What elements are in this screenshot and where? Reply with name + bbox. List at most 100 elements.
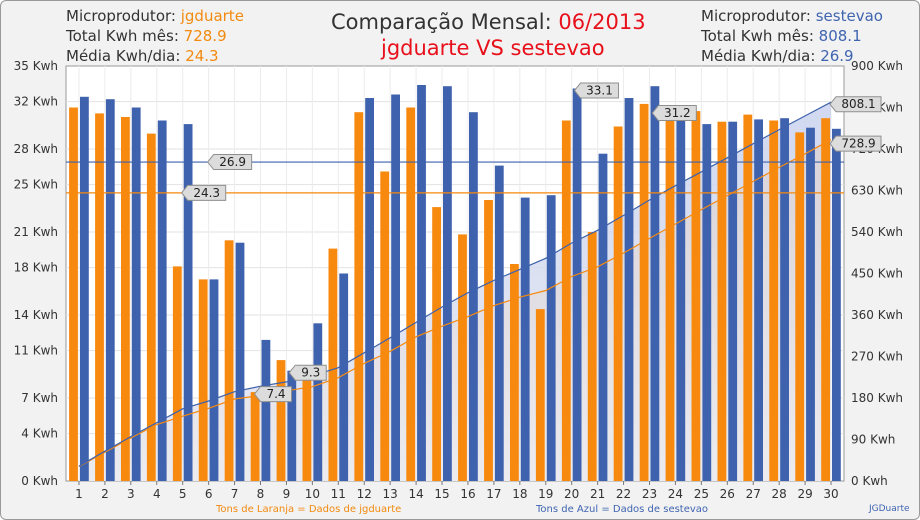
bar-sestevao (209, 279, 219, 481)
blue-legend-note: Tons de Azul = Dados de sestevao (536, 504, 709, 515)
left-avg-row: Média Kwh/dia: 24.3 (66, 47, 219, 65)
bar-jgduarte (250, 392, 260, 481)
point-label-box (288, 364, 327, 381)
average-label-jgduarte-box (181, 184, 227, 201)
bar-sestevao (598, 153, 608, 481)
x-tick-label: 18 (512, 487, 527, 501)
bar-sestevao (417, 85, 426, 481)
bar-jgduarte (795, 132, 805, 481)
bar-jgduarte (717, 121, 727, 481)
x-tick-label: 20 (564, 487, 579, 501)
total-label-sestevao-box (829, 96, 882, 113)
bar-jgduarte (172, 266, 182, 481)
y-left-tick-label: 18 Kwh (14, 261, 58, 275)
left-producer-label: Microprodutor: (66, 7, 176, 25)
bar-sestevao (287, 370, 297, 481)
y-right-tick-label: 180 Kwh (851, 391, 903, 405)
x-tick-label: 4 (153, 487, 161, 501)
bar-sestevao (80, 96, 89, 482)
bar-sestevao (728, 121, 738, 481)
left-total-value: 728.9 (183, 27, 227, 45)
bar-sestevao (832, 128, 841, 482)
bar-sestevao (157, 120, 167, 481)
bar-jgduarte (821, 118, 830, 481)
right-producer-row: Microprodutor: sestevao (701, 7, 883, 25)
cumulative-line-sestevao (78, 101, 832, 467)
x-tick-label: 22 (616, 487, 631, 501)
right-producer-name: sestevao (815, 7, 883, 25)
average-label-jgduarte: 24.3 (193, 186, 220, 200)
y-left-tick-label: 7 Kwh (21, 391, 58, 405)
left-producer-name: jgduarte (180, 7, 244, 25)
bar-jgduarte (639, 103, 649, 482)
x-tick-label: 7 (231, 487, 239, 501)
y-left-tick-label: 0 Kwh (21, 474, 58, 488)
left-avg-label: Média Kwh/dia: (66, 47, 181, 65)
bar-jgduarte (198, 279, 208, 481)
point-label-box (573, 82, 620, 99)
bar-jgduarte (224, 240, 234, 481)
point-label: 9.3 (301, 366, 320, 380)
cumulative-line-jgduarte (78, 139, 832, 468)
x-tick-label: 8 (257, 487, 265, 501)
bar-jgduarte (95, 113, 104, 482)
bar-sestevao (780, 118, 789, 481)
bar-sestevao (572, 88, 582, 481)
bar-jgduarte (665, 111, 675, 481)
bar-sestevao (443, 86, 452, 481)
x-tick-label: 9 (283, 487, 291, 501)
bar-sestevao (313, 323, 323, 481)
bar-sestevao (520, 197, 530, 481)
bar-jgduarte (561, 120, 571, 481)
orange-legend-note: Tons de Laranja = Dados de jgduarte (216, 504, 402, 515)
x-tick-label: 24 (668, 487, 683, 501)
average-label-sestevao: 26.9 (219, 155, 246, 169)
bar-sestevao (494, 165, 504, 481)
y-left-tick-label: 28 Kwh (14, 142, 58, 156)
y-left-tick-label: 14 Kwh (14, 308, 58, 322)
total-label-jgduarte-box (829, 135, 882, 152)
bar-sestevao (235, 242, 245, 481)
bar-jgduarte (587, 232, 597, 481)
x-tick-label: 25 (694, 487, 709, 501)
bar-sestevao (702, 124, 712, 481)
point-label: 31.2 (664, 106, 691, 120)
average-label-sestevao-box (206, 154, 253, 171)
x-tick-label: 28 (772, 487, 787, 501)
right-producer-label: Microprodutor: (701, 7, 811, 25)
bar-jgduarte (302, 376, 312, 481)
bar-sestevao (546, 195, 556, 481)
point-label: 33.1 (586, 84, 613, 98)
x-tick-label: 19 (538, 487, 553, 501)
bar-jgduarte (769, 120, 779, 481)
y-left-tick-label: 35 Kwh (14, 59, 58, 73)
x-tick-label: 15 (434, 487, 449, 501)
bar-sestevao (650, 86, 660, 481)
x-tick-label: 2 (101, 487, 109, 501)
y-left-tick-label: 21 Kwh (14, 225, 58, 239)
bar-jgduarte (380, 171, 390, 481)
bar-jgduarte (121, 117, 130, 481)
x-tick-label: 26 (720, 487, 735, 501)
bar-jgduarte (432, 207, 441, 481)
y-left-tick-label: 4 Kwh (21, 427, 58, 441)
point-label-box (651, 105, 697, 122)
y-right-tick-label: 0 Kwh (851, 474, 888, 488)
x-tick-label: 1 (75, 487, 83, 501)
x-tick-label: 14 (408, 487, 423, 501)
title-period: 06/2013 (558, 10, 646, 34)
total-label-sestevao: 808.1 (841, 97, 875, 111)
x-tick-label: 13 (383, 487, 398, 501)
total-label-jgduarte: 728.9 (841, 137, 875, 151)
x-tick-label: 12 (357, 487, 372, 501)
bar-sestevao (754, 119, 763, 482)
right-avg-row: Média Kwh/dia: 26.9 (701, 47, 854, 65)
right-avg-value: 26.9 (820, 47, 854, 65)
chart-subtitle: jgduarte VS sestevao (381, 36, 605, 60)
bar-sestevao (391, 94, 400, 481)
bar-jgduarte (613, 126, 623, 481)
x-tick-label: 23 (642, 487, 657, 501)
x-tick-label: 11 (331, 487, 346, 501)
y-left-tick-label: 32 Kwh (14, 95, 58, 109)
left-total-row: Total Kwh mês: 728.9 (66, 27, 227, 45)
